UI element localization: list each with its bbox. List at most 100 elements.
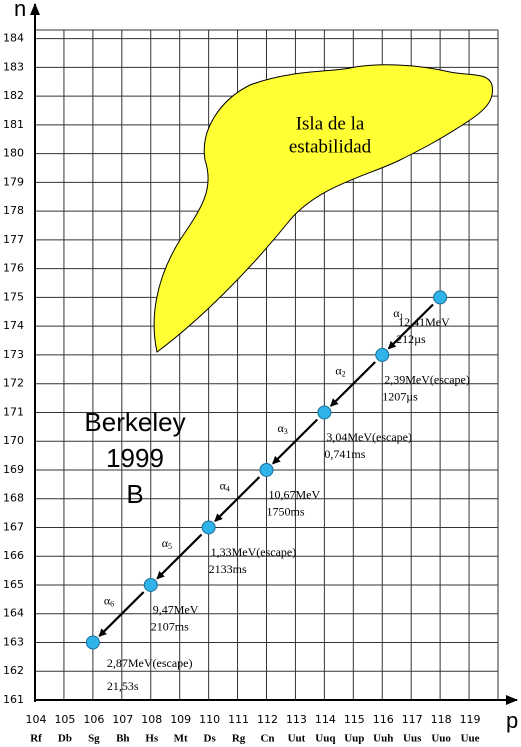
y-tick-label: 174 [3, 319, 24, 332]
x-tick-label: 110 [199, 713, 220, 726]
element-label: Rg [232, 733, 246, 745]
decay-arrow [329, 361, 376, 407]
decay-symbol-index: 2 [342, 370, 346, 379]
nucleus-point [259, 462, 274, 477]
x-tick-label: 116 [373, 713, 394, 726]
y-tick-label: 182 [3, 89, 24, 102]
y-tick-label: 176 [3, 262, 24, 275]
decay-symbol-letter: α [162, 536, 169, 550]
decay-arrow [98, 591, 145, 637]
decay-symbol-index: 3 [284, 427, 288, 436]
decay-arrow [156, 533, 203, 580]
group-label: 1999 [106, 443, 164, 473]
decay-symbol: α3 [277, 421, 287, 436]
x-axis-label: p [506, 708, 518, 733]
nucleus-point [375, 347, 390, 362]
y-tick-label: 161 [3, 693, 24, 706]
nucleus-point [317, 405, 332, 420]
y-tick-label: 184 [3, 32, 24, 45]
element-label: Rf [30, 733, 42, 745]
element-label: Uue [461, 733, 480, 745]
island-label: estabilidad [289, 136, 372, 157]
decay-symbol: α1 [393, 306, 403, 321]
nucleus-point [433, 290, 448, 305]
decay-energy: 12,41MeV [398, 315, 450, 329]
decay-arrow [272, 418, 319, 465]
element-label: Db [58, 733, 72, 745]
decay-energy: 3,04MeV(escape) [326, 430, 412, 444]
y-tick-label: 179 [3, 175, 24, 188]
island-of-stability [153, 64, 494, 353]
element-label: Uut [288, 733, 306, 745]
decay-symbol-index: 1 [399, 312, 403, 321]
element-label: Hs [145, 733, 159, 745]
decay-symbol-index: 6 [110, 600, 114, 609]
decay-symbol-letter: α [393, 306, 400, 320]
decay-energy: 9,47MeV [153, 603, 199, 617]
element-label: Uuq [315, 733, 336, 745]
island-label: Isla de la [296, 113, 365, 134]
x-tick-label: 108 [141, 713, 162, 726]
y-tick-label: 181 [3, 118, 24, 131]
decay-symbol-index: 5 [168, 542, 172, 551]
element-label: Mt [174, 733, 188, 745]
x-tick-label: 117 [402, 713, 423, 726]
decay-time: 2107ms [151, 620, 189, 634]
y-axis-label: n [14, 0, 26, 21]
x-tick-label: 111 [228, 713, 249, 726]
element-label: Uup [344, 733, 364, 745]
x-tick-label: 107 [112, 713, 133, 726]
x-tick-label: 105 [54, 713, 75, 726]
element-label: Uus [403, 733, 422, 745]
y-tick-label: 163 [3, 635, 24, 648]
decay-arrow [387, 303, 434, 350]
y-tick-label: 172 [3, 377, 24, 390]
decay-time: 1750ms [267, 505, 305, 519]
decay-energy: 1,33MeV(escape) [211, 545, 297, 559]
y-tick-label: 165 [3, 578, 24, 591]
y-tick-label: 175 [3, 290, 24, 303]
element-label: Uuo [431, 733, 451, 745]
decay-symbol: α4 [220, 478, 230, 493]
y-tick-label: 178 [3, 204, 24, 217]
element-label: Cn [260, 733, 274, 745]
y-tick-label: 162 [3, 664, 24, 677]
element-label: Uuh [373, 733, 393, 745]
x-tick-label: 119 [460, 713, 481, 726]
x-tick-label: 118 [431, 713, 452, 726]
decay-time: 1207µs [382, 390, 418, 404]
y-tick-label: 183 [3, 60, 24, 73]
decay-arrow [214, 476, 261, 522]
decay-energy: 10,67MeV [269, 488, 321, 502]
y-tick-label: 166 [3, 549, 24, 562]
y-tick-label: 177 [3, 233, 24, 246]
decay-symbol: α2 [335, 363, 345, 378]
element-label: Bh [116, 733, 129, 745]
nucleus-point [85, 635, 100, 650]
x-tick-label: 109 [170, 713, 191, 726]
x-tick-label: 104 [26, 713, 47, 726]
y-tick-label: 167 [3, 520, 24, 533]
y-tick-label: 169 [3, 463, 24, 476]
decay-time: 21,53s [107, 679, 139, 693]
y-tick-label: 180 [3, 147, 24, 160]
decay-symbol: α6 [104, 593, 114, 608]
decay-symbol-letter: α [335, 363, 342, 377]
x-tick-label: 112 [257, 713, 278, 726]
y-tick-label: 173 [3, 348, 24, 361]
y-tick-label: 171 [3, 405, 24, 418]
decay-symbol-index: 4 [226, 485, 230, 494]
x-tick-label: 114 [315, 713, 336, 726]
nucleus-point [143, 577, 158, 592]
decay-symbol-letter: α [277, 421, 284, 435]
nucleus-point [201, 520, 216, 535]
decay-symbol: α5 [162, 536, 172, 551]
x-tick-label: 106 [83, 713, 104, 726]
element-label: Ds [204, 733, 217, 745]
x-tick-label: 113 [286, 713, 307, 726]
element-label: Sg [88, 733, 100, 745]
group-label: B [126, 479, 143, 509]
y-tick-label: 168 [3, 492, 24, 505]
